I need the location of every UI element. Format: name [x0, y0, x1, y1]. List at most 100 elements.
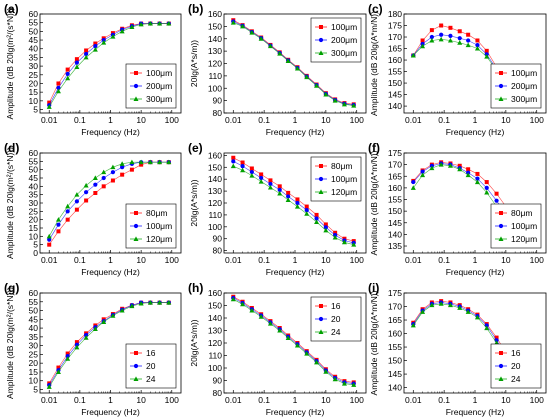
- y-tick-label: 165: [388, 171, 402, 181]
- y-tick-label: 80: [213, 388, 223, 398]
- panel-g: 0.01 0.1 1 10 10051015202530354045505560Freq…: [4, 281, 182, 417]
- legend: 80μm 100μm 120μm: [125, 203, 177, 249]
- legend-label: 16: [146, 348, 156, 358]
- data-point: [147, 20, 153, 26]
- legend-marker: [319, 164, 323, 168]
- data-point: [267, 43, 273, 49]
- panel-d: 0.01 0.1 1 10 100051015202530354045505560Fre…: [4, 141, 182, 277]
- data-point: [457, 305, 463, 310]
- x-tick-label: 0.1: [258, 255, 270, 265]
- y-tick-label: 40: [29, 181, 39, 191]
- data-point: [92, 175, 98, 180]
- data-point: [420, 309, 426, 314]
- data-point: [84, 51, 89, 57]
- data-point: [323, 91, 329, 97]
- data-point: [120, 172, 125, 177]
- y-tick-label: 45: [29, 35, 39, 45]
- data-point: [323, 222, 328, 227]
- data-point: [351, 382, 357, 387]
- data-point: [294, 203, 300, 209]
- y-tick-label: 120: [208, 198, 222, 208]
- data-point: [101, 40, 107, 45]
- y-tick-label: 90: [213, 96, 223, 106]
- data-point: [332, 234, 338, 240]
- legend-label: 24: [331, 327, 341, 337]
- data-point: [314, 359, 320, 365]
- data-point: [429, 34, 434, 40]
- data-point: [484, 53, 490, 59]
- x-tick-label: 10: [136, 395, 146, 405]
- y-tick-label: 135: [388, 241, 402, 251]
- data-point: [277, 184, 282, 189]
- data-point: [332, 98, 338, 103]
- data-point: [84, 333, 89, 338]
- legend: 80μm 100μm 120μm: [490, 203, 542, 249]
- legend-label: 300μm: [331, 48, 357, 58]
- data-point: [304, 208, 309, 213]
- data-point: [84, 190, 89, 195]
- x-axis-label: Frequency (Hz): [81, 267, 140, 277]
- y-tick-label: 30: [29, 198, 39, 208]
- data-point: [46, 384, 52, 389]
- data-point: [166, 159, 172, 165]
- data-point: [277, 51, 283, 56]
- x-tick-label: 0.1: [438, 395, 450, 405]
- y-tick-label: 60: [29, 9, 39, 19]
- data-point: [240, 167, 246, 173]
- data-point: [83, 54, 89, 60]
- y-tick-label: 20: [29, 215, 39, 225]
- legend-label: 16: [331, 301, 341, 311]
- panel-label: (g): [4, 281, 19, 295]
- x-axis-label: Frequency (Hz): [446, 407, 505, 417]
- x-tick-label: 0.01: [41, 255, 58, 265]
- x-tick-label: 0.1: [438, 115, 450, 125]
- legend: 100μm 200μm 300μm: [125, 63, 177, 109]
- data-point: [258, 178, 264, 184]
- legend-marker: [498, 236, 504, 241]
- y-tick-label: 140: [208, 34, 222, 44]
- x-tick-label: 0.01: [225, 255, 242, 265]
- y-tick-label: 40: [29, 323, 39, 333]
- data-point: [457, 166, 463, 172]
- y-tick-label: 30: [29, 341, 39, 351]
- data-point: [484, 189, 490, 195]
- data-point: [65, 203, 71, 209]
- y-tick-label: 150: [208, 301, 222, 311]
- y-tick-label: 55: [29, 297, 39, 307]
- data-point: [249, 166, 254, 171]
- data-point: [230, 296, 236, 302]
- data-point: [332, 376, 338, 382]
- data-point: [484, 185, 489, 190]
- y-tick-label: 110: [208, 71, 222, 81]
- x-axis-label: Frequency (Hz): [81, 127, 140, 137]
- legend-marker: [498, 376, 504, 381]
- data-point: [429, 165, 435, 171]
- panel-h: 0.01 0.1 1 10 1008090100110120130140150160Fr…: [188, 281, 367, 417]
- data-point: [129, 159, 135, 165]
- y-tick-label: 15: [29, 367, 39, 377]
- data-point: [466, 167, 471, 172]
- y-tick-label: 150: [388, 78, 402, 88]
- data-point: [55, 217, 61, 222]
- y-tick-label: 155: [388, 67, 402, 77]
- data-point: [231, 159, 236, 164]
- data-point: [157, 20, 163, 26]
- data-point: [457, 36, 462, 41]
- legend-label: 100μm: [331, 22, 357, 32]
- x-tick-label: 0.1: [258, 115, 270, 125]
- y-axis-label: 20lg(A*s/m)): [189, 179, 199, 226]
- data-point: [110, 178, 115, 183]
- legend: 80μm 100μm 120μm: [310, 156, 362, 202]
- legend-marker: [499, 351, 503, 355]
- y-tick-label: 55: [29, 18, 39, 28]
- legend-marker: [318, 329, 324, 334]
- data-point: [147, 300, 153, 305]
- y-tick-label: 35: [29, 52, 39, 62]
- x-tick-label: 100: [350, 395, 364, 405]
- x-tick-label: 10: [501, 115, 511, 125]
- panel-e: 0.01 0.1 1 10 1008090100110120130140150160Fr…: [188, 141, 367, 277]
- y-tick-label: 180: [388, 9, 402, 19]
- legend-label: 20: [146, 361, 156, 371]
- data-point: [277, 327, 283, 333]
- data-point: [230, 20, 236, 25]
